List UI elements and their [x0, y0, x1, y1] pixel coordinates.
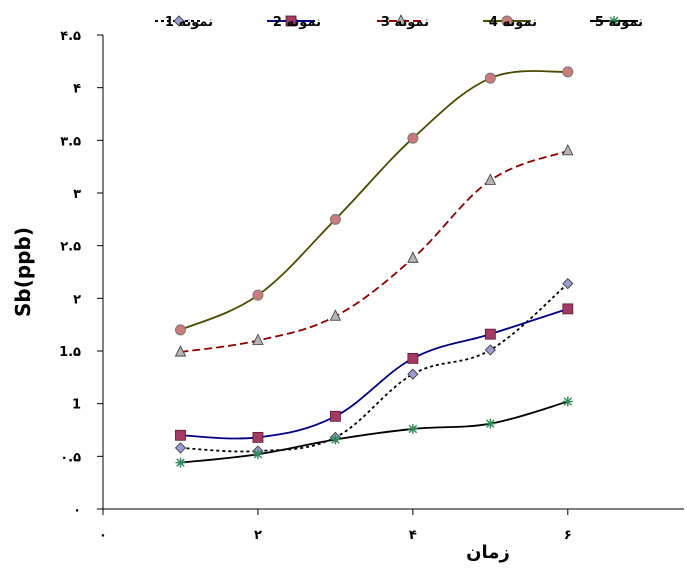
y-tick-label: ۴ — [73, 82, 81, 97]
y-tick-label: ٣ — [73, 187, 81, 202]
data-point-series-2 — [175, 429, 186, 441]
y-tick-label: ٢ — [73, 292, 81, 307]
data-point-series-5 — [407, 423, 418, 434]
legend: نمونه 1 نمونه 2 نمونه 3 نمونه 4 نمونه 5 — [155, 14, 643, 30]
data-point-series-3 — [407, 251, 419, 263]
data-point-series-1 — [484, 344, 496, 356]
legend-marker-5 — [609, 16, 619, 26]
data-point-series-1 — [174, 442, 187, 454]
x-tick-label: ٠ — [99, 528, 107, 543]
star-stroke — [486, 419, 495, 428]
series-line-5 — [180, 400, 569, 464]
y-tick-label: ٠.۵ — [60, 450, 81, 465]
series-line-3 — [180, 150, 569, 353]
x-tick-label: ٢ — [254, 528, 262, 543]
data-point-series-5 — [562, 396, 573, 407]
data-point-series-5 — [485, 418, 496, 429]
data-point-series-2 — [329, 410, 341, 422]
legend-marker-4 — [501, 15, 513, 27]
y-tick-label: ٣.۵ — [60, 134, 81, 149]
y-axis-title: Sb(ppb) — [11, 227, 35, 317]
data-point-series-5 — [330, 434, 341, 445]
x-tick-label: ۶ — [564, 528, 572, 543]
y-tick-label: 1.۵ — [59, 345, 81, 360]
legend-marker-3 — [395, 14, 407, 26]
star-stroke — [563, 397, 573, 406]
data-point-series-5 — [175, 457, 186, 468]
data-point-series-2 — [407, 352, 419, 364]
data-point-series-3 — [174, 345, 187, 357]
y-tick-label: ٠ — [73, 503, 81, 518]
star-stroke — [609, 16, 619, 26]
data-point-series-3 — [329, 309, 342, 321]
data-point-series-4 — [329, 213, 341, 225]
y-tick-label: ۴.۵ — [60, 29, 81, 44]
series-markers — [174, 66, 574, 468]
legend-label-5: نمونه 5 — [595, 15, 643, 30]
star-stroke — [253, 449, 263, 459]
star-stroke — [331, 435, 340, 444]
data-point-series-1 — [562, 278, 574, 290]
data-point-series-4 — [174, 324, 186, 336]
data-point-series-4 — [562, 66, 574, 78]
x-axis-title: زمان — [466, 542, 510, 563]
star-stroke — [408, 424, 418, 434]
legend-label-1: نمونه 1 — [165, 15, 213, 30]
star-stroke — [176, 458, 185, 467]
series-lines — [180, 70, 569, 464]
data-point-series-3 — [484, 173, 496, 185]
data-point-series-5 — [252, 449, 263, 460]
y-tick-label: ٢.۵ — [60, 240, 81, 255]
data-point-series-1 — [407, 368, 419, 380]
data-point-series-4 — [252, 289, 264, 301]
data-point-series-3 — [252, 333, 264, 345]
data-point-series-4 — [484, 72, 496, 84]
legend-label-3: نمونه 3 — [381, 15, 429, 30]
legend-label-2: نمونه 2 — [273, 15, 321, 30]
legend-label-4: نمونه 4 — [489, 15, 537, 30]
tick-labels: ٠ ٠.۵ 1 1.۵ ٢ ٢.۵ ٣ ٣.۵ ۴ ۴.۵ ٠ ٢ ۴ ۶ — [59, 29, 572, 543]
data-point-series-2 — [484, 328, 496, 340]
y-tick-label: 1 — [72, 398, 81, 413]
x-tick-label: ۴ — [409, 528, 417, 543]
legend-marker-2 — [285, 15, 297, 27]
axes — [97, 34, 684, 515]
series-line-1 — [180, 282, 569, 453]
data-point-series-4 — [407, 132, 419, 144]
data-point-series-3 — [562, 143, 574, 156]
data-point-series-2 — [562, 303, 574, 315]
data-point-series-2 — [252, 431, 264, 443]
legend-marker-1 — [173, 15, 185, 27]
